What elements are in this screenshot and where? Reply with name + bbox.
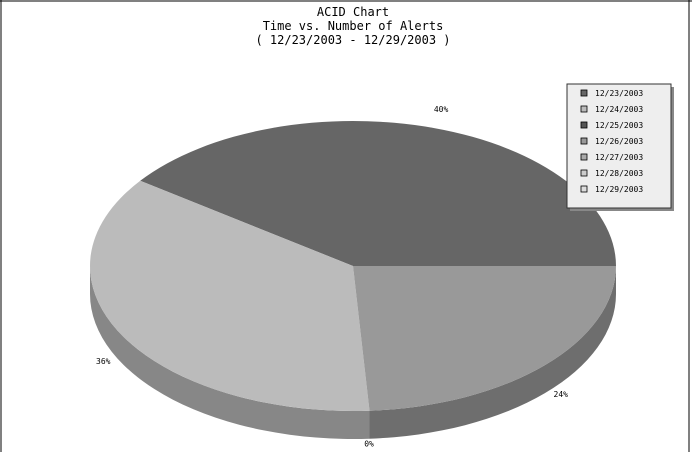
pie-side-12-26-2003 [369, 266, 616, 439]
legend-swatch [580, 105, 588, 113]
legend-swatch [580, 121, 588, 129]
chart-title: ACID Chart [317, 5, 389, 19]
pie-side-12-24-2003 [90, 266, 370, 439]
slice-percent-label: 0% [364, 440, 374, 449]
legend-label: 12/27/2003 [595, 153, 643, 162]
pie-slice-12-23-2003 [140, 120, 617, 266]
pie-labels: 40% 36% 0% 24% [96, 105, 568, 449]
chart-date-range: ( 12/23/2003 - 12/29/2003 ) [255, 33, 450, 47]
legend-label: 12/23/2003 [595, 89, 643, 98]
legend-swatch [580, 153, 588, 161]
legend-swatch [580, 169, 588, 177]
slice-percent-label: 36% [96, 357, 111, 366]
slice-percent-label: 24% [554, 390, 569, 399]
legend-label: 12/25/2003 [595, 121, 643, 130]
pie-top [89, 120, 617, 411]
legend-swatch [580, 89, 588, 97]
chart-subtitle: Time vs. Number of Alerts [263, 19, 444, 33]
pie-sides [90, 266, 616, 439]
pie-slice-12-26-2003 [353, 266, 616, 411]
legend-swatch [580, 137, 588, 145]
pie-slice-12-24-2003 [89, 180, 370, 411]
legend-label: 12/29/2003 [595, 185, 643, 194]
legend-label: 12/26/2003 [595, 137, 643, 146]
slice-percent-label: 40% [434, 105, 449, 114]
legend-label: 12/28/2003 [595, 169, 643, 178]
legend-label: 12/24/2003 [595, 105, 643, 114]
legend-swatch [580, 185, 588, 193]
legend: 12/23/2003 12/24/2003 12/25/2003 12/26/2003… [566, 83, 674, 211]
